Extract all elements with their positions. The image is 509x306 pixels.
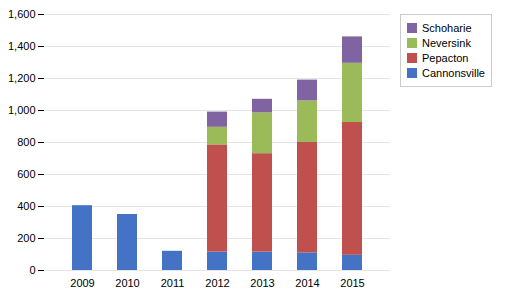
- svg-text:2014: 2014: [295, 277, 319, 289]
- svg-text:600: 600: [17, 168, 35, 180]
- svg-text:1,400: 1,400: [8, 40, 36, 52]
- svg-text:2012: 2012: [205, 277, 229, 289]
- html-text:Neversink: Neversink: [422, 37, 471, 49]
- svg-text:1,600: 1,600: [8, 8, 36, 20]
- svg-text:200: 200: [17, 232, 35, 244]
- svg-text:1,200: 1,200: [8, 72, 36, 84]
- svg-text:2011: 2011: [161, 277, 185, 289]
- html-text:Pepacton: Pepacton: [422, 52, 469, 64]
- svg-text:2010: 2010: [115, 277, 139, 289]
- svg-text:2009: 2009: [70, 277, 94, 289]
- html-text:Cannonsville: Cannonsville: [422, 67, 485, 79]
- html-text:Schoharie: Schoharie: [422, 22, 472, 34]
- svg-text:800: 800: [17, 136, 35, 148]
- svg-text:2013: 2013: [250, 277, 274, 289]
- svg-text:400: 400: [17, 200, 35, 212]
- svg-text:2015: 2015: [340, 277, 364, 289]
- svg-text:0: 0: [29, 264, 35, 276]
- svg-text:1,000: 1,000: [8, 104, 36, 116]
